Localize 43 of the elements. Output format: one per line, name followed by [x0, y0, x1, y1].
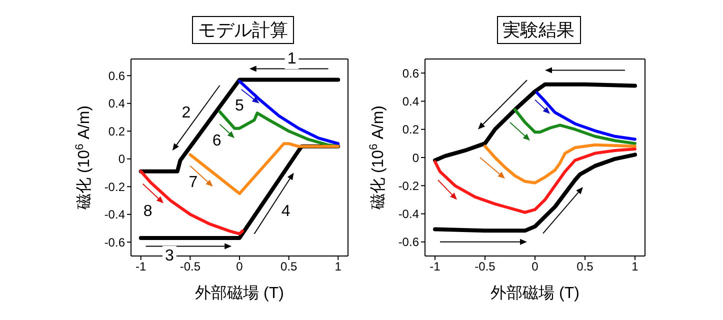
annotation: 4 [281, 203, 290, 220]
y-tick-label: 0.2 [108, 124, 126, 138]
y-tick-label: -0.2 [398, 178, 420, 193]
annotation: 3 [165, 248, 174, 264]
line-series [484, 143, 636, 184]
line-series [433, 82, 637, 162]
y-tick-label: 0.4 [108, 96, 126, 111]
annotation: 2 [182, 104, 191, 122]
x-tick-label: -1 [136, 260, 147, 274]
y-tick-label: -0.4 [104, 208, 126, 222]
y-tick-label: 0.6 [108, 68, 126, 83]
x-tick-label: -1 [430, 260, 441, 274]
x-axis-title: 外部磁場 (T) [490, 284, 580, 302]
x-tick-label: 0 [532, 260, 539, 274]
line-series [514, 108, 636, 145]
x-tick-label: 0.5 [576, 260, 594, 274]
y-tick-label: 0 [412, 150, 420, 165]
y-tick-label: 0.6 [402, 66, 420, 80]
annotation: 5 [235, 98, 244, 115]
x-tick-label: 1 [334, 260, 342, 274]
annotation: 7 [188, 174, 198, 191]
y-tick-label: 0 [118, 152, 126, 166]
annotation: 8 [143, 203, 152, 220]
y-tick-label: -0.6 [104, 235, 126, 250]
line-series [139, 170, 244, 236]
annotation: 6 [212, 132, 222, 150]
annotation: 1 [287, 50, 296, 68]
x-tick-label: 0.5 [280, 260, 298, 274]
y-tick-label: -0.2 [104, 180, 126, 194]
x-tick-label: 1 [632, 260, 639, 274]
y-tick-label: 0.2 [402, 122, 420, 137]
y-tick-label: -0.6 [398, 235, 420, 250]
x-tick-label: -0.5 [474, 260, 496, 274]
x-axis-title: 外部磁場 (T) [195, 284, 284, 302]
y-tick-label: -0.4 [398, 207, 420, 222]
line-series [434, 148, 636, 214]
line-series [433, 152, 637, 233]
chart-title: モデル計算 [192, 16, 294, 44]
x-tick-label: 0 [236, 260, 244, 274]
y-tick-label: 0.4 [402, 94, 420, 108]
line-series [536, 91, 636, 141]
x-tick-label: -0.5 [180, 260, 201, 274]
chart-title: 実験結果 [496, 16, 580, 44]
